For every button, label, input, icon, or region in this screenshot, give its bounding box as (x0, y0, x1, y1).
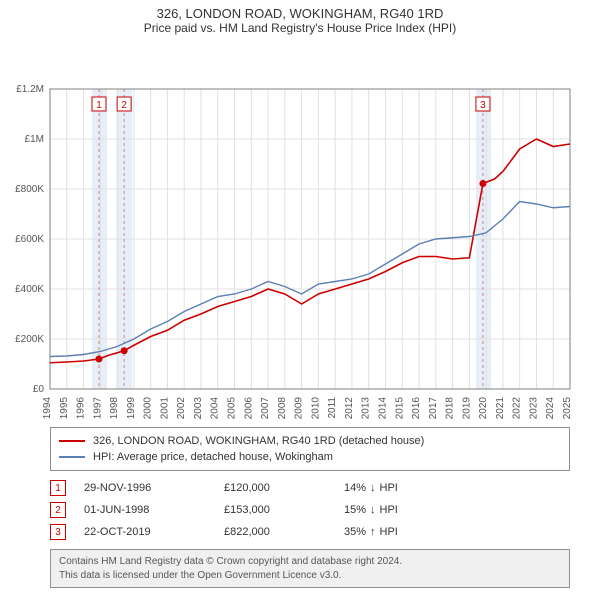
x-tick-label: 2022 (512, 397, 523, 419)
x-tick-label: 2018 (445, 397, 456, 419)
x-tick-label: 2002 (176, 397, 187, 419)
x-tick-label: 1994 (42, 397, 53, 419)
sale-point (95, 356, 102, 363)
marker-price: £153,000 (224, 504, 344, 516)
sale-marker-row: 3 22-OCT-2019 £822,000 35% ↑ HPI (50, 521, 570, 543)
x-tick-label: 2011 (327, 397, 338, 419)
y-tick-label: £1M (25, 134, 44, 145)
y-tick-label: £800K (15, 184, 44, 195)
x-tick-label: 2003 (193, 397, 204, 419)
marker-price: £822,000 (224, 526, 344, 538)
marker-delta: 35% ↑ HPI (344, 526, 464, 538)
marker-date: 22-OCT-2019 (84, 526, 224, 538)
x-tick-label: 2023 (528, 397, 539, 419)
marker-badge: 1 (50, 480, 66, 496)
x-tick-label: 2012 (344, 397, 355, 419)
x-tick-label: 2007 (260, 397, 271, 419)
x-tick-label: 2014 (377, 397, 388, 419)
x-tick-label: 2021 (495, 397, 506, 419)
marker-badge: 2 (50, 502, 66, 518)
chart-container: 326, LONDON ROAD, WOKINGHAM, RG40 1RD Pr… (0, 0, 600, 588)
chart-badge-label: 1 (96, 100, 102, 111)
x-tick-label: 2006 (243, 397, 254, 419)
delta-suffix: HPI (380, 482, 398, 494)
y-tick-label: £400K (15, 284, 44, 295)
y-tick-label: £200K (15, 334, 44, 345)
x-tick-label: 2009 (294, 397, 305, 419)
x-tick-label: 2015 (394, 397, 405, 419)
sale-marker-row: 1 29-NOV-1996 £120,000 14% ↓ HPI (50, 477, 570, 499)
x-tick-label: 1997 (92, 397, 103, 419)
marker-delta: 15% ↓ HPI (344, 504, 464, 516)
legend-item-hpi: HPI: Average price, detached house, Woki… (59, 449, 561, 465)
legend-label: HPI: Average price, detached house, Woki… (93, 451, 333, 463)
delta-value: 15% (344, 504, 366, 516)
x-tick-label: 2019 (461, 397, 472, 419)
x-tick-label: 2008 (277, 397, 288, 419)
price-chart: £0 £200K £400K £600K £800K £1M £1.2M 1994 1995 19… (0, 39, 600, 419)
arrow-down-icon: ↓ (370, 504, 376, 516)
x-tick-label: 2024 (545, 397, 556, 419)
y-tick-label: £0 (33, 384, 45, 395)
chart-badge-label: 2 (121, 100, 127, 111)
chart-badge-label: 3 (480, 100, 486, 111)
footer-line: Contains HM Land Registry data © Crown c… (59, 555, 561, 569)
x-tick-label: 1995 (59, 397, 70, 419)
marker-price: £120,000 (224, 482, 344, 494)
sale-markers-table: 1 29-NOV-1996 £120,000 14% ↓ HPI 2 01-JU… (50, 477, 570, 543)
legend-item-property: 326, LONDON ROAD, WOKINGHAM, RG40 1RD (d… (59, 433, 561, 449)
marker-delta: 14% ↓ HPI (344, 482, 464, 494)
marker-date: 29-NOV-1996 (84, 482, 224, 494)
x-tick-label: 2004 (210, 397, 221, 419)
chart-subtitle: Price paid vs. HM Land Registry's House … (0, 21, 600, 39)
delta-value: 14% (344, 482, 366, 494)
x-tick-label: 2000 (143, 397, 154, 419)
x-tick-label: 2017 (428, 397, 439, 419)
footer-line: This data is licensed under the Open Gov… (59, 569, 561, 583)
delta-suffix: HPI (380, 526, 398, 538)
y-tick-label: £600K (15, 234, 44, 245)
x-tick-label: 2013 (361, 397, 372, 419)
x-tick-label: 1999 (126, 397, 137, 419)
x-tick-label: 2016 (411, 397, 422, 419)
x-tick-label: 1998 (109, 397, 120, 419)
legend-label: 326, LONDON ROAD, WOKINGHAM, RG40 1RD (d… (93, 435, 424, 447)
chart-title: 326, LONDON ROAD, WOKINGHAM, RG40 1RD (0, 0, 600, 21)
license-footer: Contains HM Land Registry data © Crown c… (50, 549, 570, 588)
y-tick-label: £1.2M (16, 84, 44, 95)
marker-date: 01-JUN-1998 (84, 504, 224, 516)
legend: 326, LONDON ROAD, WOKINGHAM, RG40 1RD (d… (50, 427, 570, 471)
x-tick-label: 2020 (478, 397, 489, 419)
sale-marker-row: 2 01-JUN-1998 £153,000 15% ↓ HPI (50, 499, 570, 521)
delta-value: 35% (344, 526, 366, 538)
arrow-up-icon: ↑ (370, 526, 376, 538)
sale-point (121, 347, 128, 354)
x-tick-label: 2005 (227, 397, 238, 419)
legend-swatch (59, 440, 85, 442)
marker-badge: 3 (50, 524, 66, 540)
x-tick-label: 2001 (159, 397, 170, 419)
x-tick-label: 1996 (76, 397, 87, 419)
x-tick-label: 2025 (562, 397, 573, 419)
arrow-down-icon: ↓ (370, 482, 376, 494)
delta-suffix: HPI (380, 504, 398, 516)
legend-swatch (59, 456, 85, 458)
sale-point (479, 180, 486, 187)
x-tick-label: 2010 (310, 397, 321, 419)
